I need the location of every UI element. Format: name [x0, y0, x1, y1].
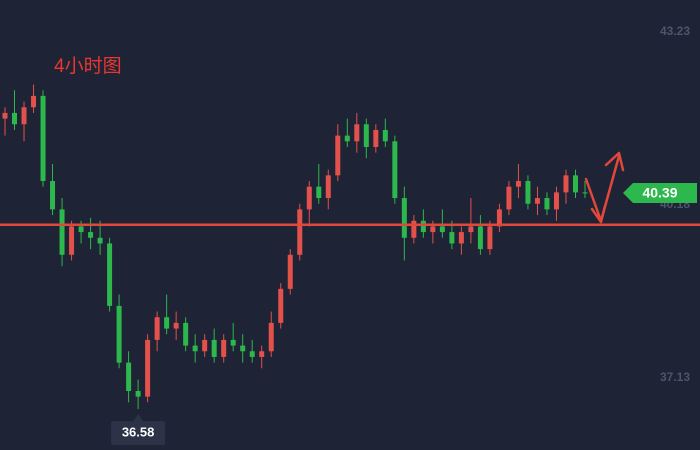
- candle-body: [487, 226, 493, 250]
- candle-body: [2, 112, 8, 119]
- candle-body: [249, 351, 255, 357]
- candle-body: [259, 351, 265, 357]
- candle-body: [154, 317, 160, 340]
- candle-body: [344, 135, 350, 142]
- low-label: 36.58: [122, 425, 155, 440]
- candle-body: [164, 317, 170, 329]
- candle-body: [268, 322, 274, 352]
- candle-body: [183, 322, 189, 346]
- low-box: [111, 421, 166, 446]
- candle-body: [382, 129, 388, 142]
- candle-body: [525, 181, 531, 204]
- arrow-head: [604, 151, 625, 172]
- price-tag-label: 40.39: [642, 185, 677, 201]
- candle-body: [78, 226, 84, 233]
- candle-body: [411, 220, 417, 238]
- low-marker: 36.58: [111, 414, 166, 446]
- candle-body: [496, 209, 502, 227]
- candle-body: [278, 288, 284, 323]
- candle-body: [335, 135, 341, 176]
- candle-body: [69, 226, 75, 255]
- price-tag: [623, 182, 697, 203]
- candle-body: [21, 107, 27, 125]
- low-pointer: [133, 414, 144, 422]
- candle-body: [126, 362, 132, 391]
- candle-body: [88, 232, 94, 238]
- candle-body: [192, 345, 198, 352]
- candle-body: [439, 226, 445, 233]
- candle-body: [135, 390, 141, 397]
- candle-body: [325, 175, 331, 199]
- candle-body: [202, 339, 208, 352]
- candle-body: [354, 124, 360, 142]
- candle-body: [50, 181, 56, 210]
- candle-body: [97, 237, 103, 244]
- candle-body: [211, 339, 217, 357]
- candle-body: [430, 226, 436, 233]
- candle-body: [468, 226, 474, 233]
- candle-body: [401, 198, 407, 238]
- candle-body: [221, 339, 227, 357]
- candle-body: [230, 339, 236, 346]
- candle-body: [31, 95, 37, 108]
- candle-body: [582, 192, 588, 194]
- candle-body: [363, 124, 369, 147]
- candle-body: [306, 186, 312, 210]
- candle-body: [173, 322, 179, 329]
- candle-body: [297, 209, 303, 255]
- candle-body: [240, 345, 246, 352]
- candle-body: [116, 305, 122, 363]
- candle-body: [420, 220, 426, 233]
- arrow: [584, 151, 625, 224]
- candle-body: [316, 186, 322, 199]
- candle-body: [458, 232, 464, 244]
- arrow-head: [590, 204, 607, 224]
- candle-body: [40, 95, 46, 182]
- candle-body: [145, 339, 151, 397]
- candle-body: [477, 226, 483, 250]
- candle-body: [506, 186, 512, 210]
- y-tick-label: 37.13: [660, 370, 690, 384]
- candle-body: [563, 175, 569, 193]
- candle-body: [534, 198, 540, 204]
- candle-body: [392, 141, 398, 199]
- candle-body: [544, 198, 550, 210]
- candle-body: [449, 232, 455, 244]
- y-tick-label: 43.23: [660, 24, 690, 38]
- annotation: 4小时图: [54, 55, 122, 77]
- candle-body: [572, 175, 578, 193]
- candle-body: [107, 243, 113, 306]
- candle-body: [515, 181, 521, 187]
- candle-body: [553, 192, 559, 210]
- candle-body: [12, 112, 18, 125]
- candle-body: [59, 209, 65, 255]
- candle-body: [287, 254, 293, 289]
- candle-body: [373, 129, 379, 147]
